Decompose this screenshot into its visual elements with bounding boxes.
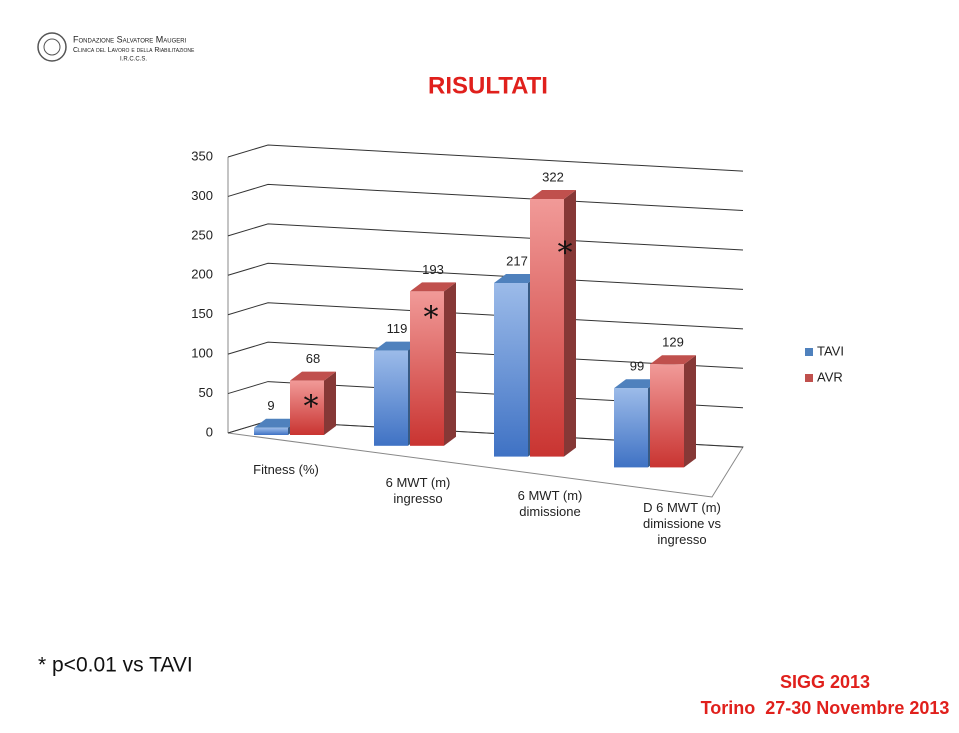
logo: Fondazione Salvatore Maugeri Clinica del… xyxy=(37,32,195,63)
logo-text: Fondazione Salvatore Maugeri xyxy=(73,34,187,44)
logo-emblem xyxy=(43,38,61,56)
bar-top xyxy=(374,341,420,351)
grid-line xyxy=(227,223,744,251)
value-label: 68 xyxy=(306,351,320,366)
bar xyxy=(410,291,444,446)
bar xyxy=(530,199,564,457)
y-tick-label: 350 xyxy=(191,148,213,163)
value-label: 193 xyxy=(422,262,444,277)
legend-swatch xyxy=(805,348,813,356)
y-tick-label: 250 xyxy=(191,227,213,242)
legend-label: AVR xyxy=(817,369,843,384)
footnote: * p<0.01 vs TAVI xyxy=(38,654,193,677)
bar xyxy=(254,427,288,435)
bar-side xyxy=(444,282,456,446)
grid-line xyxy=(227,302,744,330)
legend-swatch xyxy=(805,374,813,382)
x-tick-label: Fitness (%) xyxy=(253,462,319,477)
significance-mark: * xyxy=(558,236,573,271)
value-label: 9 xyxy=(267,398,274,413)
logo-text: I.R.C.C.S. xyxy=(120,57,147,63)
y-tick-label: 50 xyxy=(199,385,213,400)
value-label: 217 xyxy=(506,253,528,268)
x-tick-label: 6 MWT (m) dimissione xyxy=(517,487,583,519)
value-label: 99 xyxy=(630,359,644,374)
grid-line xyxy=(227,262,744,290)
footer-text: SIGG 2013 xyxy=(780,672,870,692)
y-tick-label: 150 xyxy=(191,306,213,321)
bar-top xyxy=(614,379,660,389)
bar-top xyxy=(254,418,300,428)
significance-mark: * xyxy=(304,390,319,425)
bar-side xyxy=(684,355,696,468)
grid-line xyxy=(227,183,744,212)
x-tick-label: D 6 MWT (m) dimissione vs ingresso xyxy=(642,500,722,548)
logo-text: Clinica del Lavoro e della Riabilitazion… xyxy=(73,47,195,54)
bar-top xyxy=(410,282,456,292)
y-tick-label: 100 xyxy=(191,346,213,361)
grid-line xyxy=(227,341,744,369)
value-label: 129 xyxy=(662,335,684,350)
chart-title: RISULTATI xyxy=(428,72,548,99)
y-tick-label: 200 xyxy=(191,267,213,282)
grid-line xyxy=(227,381,744,409)
logo-emblem xyxy=(37,32,67,62)
x-tick-label: 6 MWT (m) ingresso xyxy=(385,474,451,506)
value-label: 119 xyxy=(387,321,408,336)
bar xyxy=(494,283,528,457)
y-tick-label: 300 xyxy=(191,188,213,203)
bar-top xyxy=(494,274,540,283)
bar-top xyxy=(290,371,336,381)
bar xyxy=(650,364,684,468)
significance-mark: * xyxy=(424,300,439,335)
bar-top xyxy=(650,355,696,365)
value-label: 322 xyxy=(542,169,564,184)
bar xyxy=(614,388,648,468)
bar xyxy=(374,350,408,446)
footer-text: Torino 27-30 Novembre 2013 xyxy=(701,698,950,718)
bar-side xyxy=(564,190,576,457)
legend-label: TAVI xyxy=(817,343,844,358)
grid-line xyxy=(227,144,744,172)
y-tick-label: 0 xyxy=(206,424,213,439)
bar-side xyxy=(324,371,336,435)
bar xyxy=(290,380,324,435)
bar-top xyxy=(530,190,576,199)
